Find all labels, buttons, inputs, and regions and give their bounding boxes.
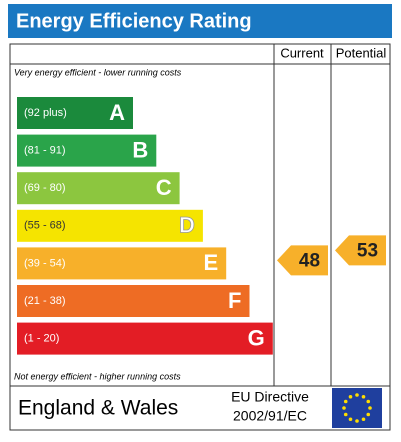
title-bar	[8, 4, 392, 38]
star	[361, 394, 366, 399]
column-header: Current	[280, 45, 324, 60]
column-header: Potential	[336, 45, 387, 60]
band-range: (55 - 68)	[24, 220, 66, 232]
band-bar	[17, 172, 180, 205]
band-range: (92 plus)	[24, 107, 67, 119]
star	[366, 412, 371, 417]
region: England & Wales	[18, 397, 178, 420]
band-range: (69 - 80)	[24, 182, 66, 194]
band-range: (21 - 38)	[24, 295, 66, 307]
star	[348, 417, 353, 422]
star	[343, 412, 348, 417]
rating-arrow	[277, 245, 328, 276]
star	[342, 406, 346, 410]
band-letter: G	[248, 325, 265, 350]
band-bar	[17, 285, 250, 317]
eu-stars	[342, 393, 372, 423]
band-bar	[17, 134, 157, 167]
star	[343, 399, 348, 404]
star	[348, 394, 353, 399]
rating-value: 53	[357, 240, 378, 261]
band-letter: D	[179, 213, 195, 238]
rating-arrow	[335, 235, 386, 266]
star	[368, 406, 372, 410]
band-range: (1 - 20)	[24, 333, 59, 345]
frame	[9, 43, 391, 431]
star	[355, 419, 359, 423]
band-bar	[17, 322, 273, 355]
star	[361, 417, 366, 422]
top-note: Very energy efficient - lower running co…	[14, 67, 182, 77]
band-bar	[17, 209, 203, 242]
band-bar	[17, 247, 227, 280]
band-letter: F	[228, 288, 241, 313]
rating-value: 48	[299, 250, 320, 271]
chart-title: Energy Efficiency Rating	[16, 10, 252, 32]
band-range: (39 - 54)	[24, 257, 66, 269]
directive: 2002/91/EC	[233, 408, 307, 424]
star	[355, 393, 359, 397]
band-letter: B	[132, 137, 148, 162]
band-bar	[17, 97, 133, 129]
band-letter: E	[204, 250, 219, 275]
band-range: (81 - 91)	[24, 145, 66, 157]
band-letter: C	[156, 175, 172, 200]
directive: EU Directive	[231, 389, 309, 405]
band-letter: A	[109, 100, 125, 125]
star	[366, 399, 371, 404]
bottom-note: Not energy efficient - higher running co…	[14, 371, 181, 381]
